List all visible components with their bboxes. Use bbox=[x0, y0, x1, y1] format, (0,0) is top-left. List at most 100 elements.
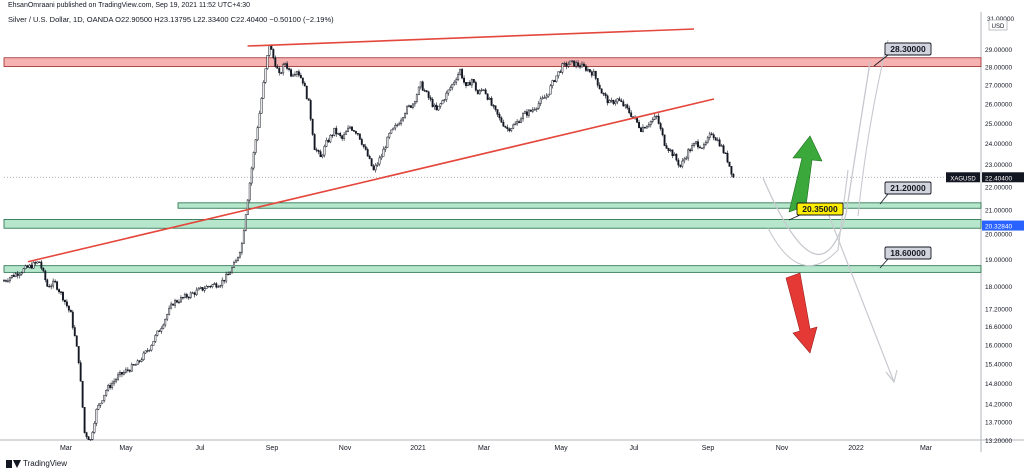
candle-body bbox=[315, 149, 318, 151]
candle-body bbox=[252, 152, 255, 169]
candle-body bbox=[457, 74, 460, 80]
candle-body bbox=[592, 71, 595, 76]
candle-body bbox=[494, 105, 497, 110]
candle-body bbox=[56, 281, 59, 290]
candle-body bbox=[189, 292, 192, 298]
candle-body bbox=[537, 103, 540, 109]
candle-body bbox=[520, 118, 523, 123]
candle-body bbox=[337, 133, 340, 135]
candle-body bbox=[463, 77, 465, 83]
candle-body bbox=[40, 261, 43, 269]
candle-body bbox=[681, 160, 684, 167]
y-tick-label: 29.00000 bbox=[985, 47, 1012, 54]
candle-body bbox=[382, 148, 385, 157]
tops-trendline bbox=[247, 28, 695, 47]
candle-body bbox=[642, 126, 644, 132]
candle-body bbox=[575, 62, 578, 67]
candle-body bbox=[20, 272, 23, 275]
candle-body bbox=[661, 128, 664, 136]
candle-body bbox=[553, 80, 556, 82]
candle-body bbox=[54, 280, 57, 283]
candle-body bbox=[541, 97, 544, 100]
candle-body bbox=[498, 114, 501, 119]
candle-body bbox=[223, 279, 226, 282]
candle-body bbox=[691, 145, 694, 152]
candle-body bbox=[168, 307, 171, 315]
candle-body bbox=[331, 134, 334, 137]
candle-body bbox=[459, 69, 462, 75]
candle-body bbox=[600, 88, 603, 94]
candle-body bbox=[508, 128, 511, 132]
candle-body bbox=[341, 135, 344, 139]
candle-body bbox=[79, 362, 82, 382]
candle-body bbox=[349, 126, 351, 129]
candle-body bbox=[677, 159, 680, 166]
candle-body bbox=[354, 131, 357, 134]
candle-body bbox=[453, 81, 456, 85]
y-tick-label: 25.00000 bbox=[985, 121, 1012, 128]
candle-body bbox=[91, 432, 94, 440]
candle-body bbox=[640, 127, 642, 132]
candle-body bbox=[211, 284, 214, 287]
candle-body bbox=[278, 68, 281, 73]
candle-body bbox=[34, 262, 37, 264]
candle-body bbox=[526, 111, 528, 116]
candle-body bbox=[708, 133, 711, 138]
candle-body bbox=[628, 107, 631, 114]
candle-body bbox=[697, 141, 699, 148]
price-callout bbox=[884, 181, 932, 195]
candle-body bbox=[10, 274, 13, 279]
candle-body bbox=[237, 256, 239, 261]
candle-body bbox=[240, 243, 243, 253]
support-zone-18-6 bbox=[3, 265, 982, 273]
candle-body bbox=[655, 115, 658, 118]
candle-body bbox=[351, 126, 353, 131]
candle-body bbox=[119, 372, 121, 376]
tradingview-logo[interactable]: TradingView bbox=[6, 459, 67, 468]
candle-body bbox=[256, 127, 259, 141]
scenario-curve-up bbox=[762, 61, 871, 256]
candle-body bbox=[484, 89, 487, 95]
candle-body bbox=[22, 268, 25, 273]
candle-body bbox=[675, 153, 678, 161]
callout-label: 20.35000 bbox=[802, 204, 838, 214]
candle-body bbox=[85, 432, 88, 437]
candle-body bbox=[124, 369, 127, 373]
candle-body bbox=[213, 283, 216, 285]
candle-body bbox=[722, 145, 725, 154]
candle-body bbox=[622, 101, 625, 107]
candle-body bbox=[203, 288, 206, 291]
candle-body bbox=[602, 92, 605, 95]
candle-body bbox=[321, 154, 324, 158]
candle-body bbox=[524, 111, 526, 114]
candle-body bbox=[606, 95, 609, 104]
candle-body bbox=[431, 99, 434, 107]
candle-body bbox=[390, 129, 393, 134]
candle-body bbox=[726, 152, 729, 163]
candle-body bbox=[392, 127, 395, 131]
candle-body bbox=[42, 267, 45, 272]
candle-body bbox=[176, 300, 178, 303]
y-tick-label: 26.00000 bbox=[985, 101, 1012, 108]
candle-body bbox=[447, 89, 450, 94]
candle-body bbox=[527, 109, 530, 116]
candle-body bbox=[616, 98, 619, 103]
candle-body bbox=[132, 364, 135, 366]
candle-body bbox=[732, 173, 735, 178]
candle-body bbox=[496, 109, 499, 115]
candle-body bbox=[248, 182, 251, 201]
candle-body bbox=[451, 83, 454, 89]
x-tick-label: Mar bbox=[60, 445, 73, 452]
candle-body bbox=[174, 300, 176, 306]
candle-body bbox=[408, 105, 410, 107]
candle-body bbox=[199, 287, 202, 289]
candle-body bbox=[522, 113, 524, 120]
candle-body bbox=[612, 100, 615, 104]
candle-body bbox=[671, 149, 674, 157]
candle-body bbox=[571, 60, 574, 62]
symbol-info-line: Silver / U.S. Dollar, 1D, OANDA O22.9050… bbox=[8, 15, 334, 24]
candle-body bbox=[531, 109, 534, 112]
x-tick-label: Mar bbox=[920, 445, 933, 452]
candle-body bbox=[555, 75, 558, 82]
candle-body bbox=[313, 134, 316, 150]
